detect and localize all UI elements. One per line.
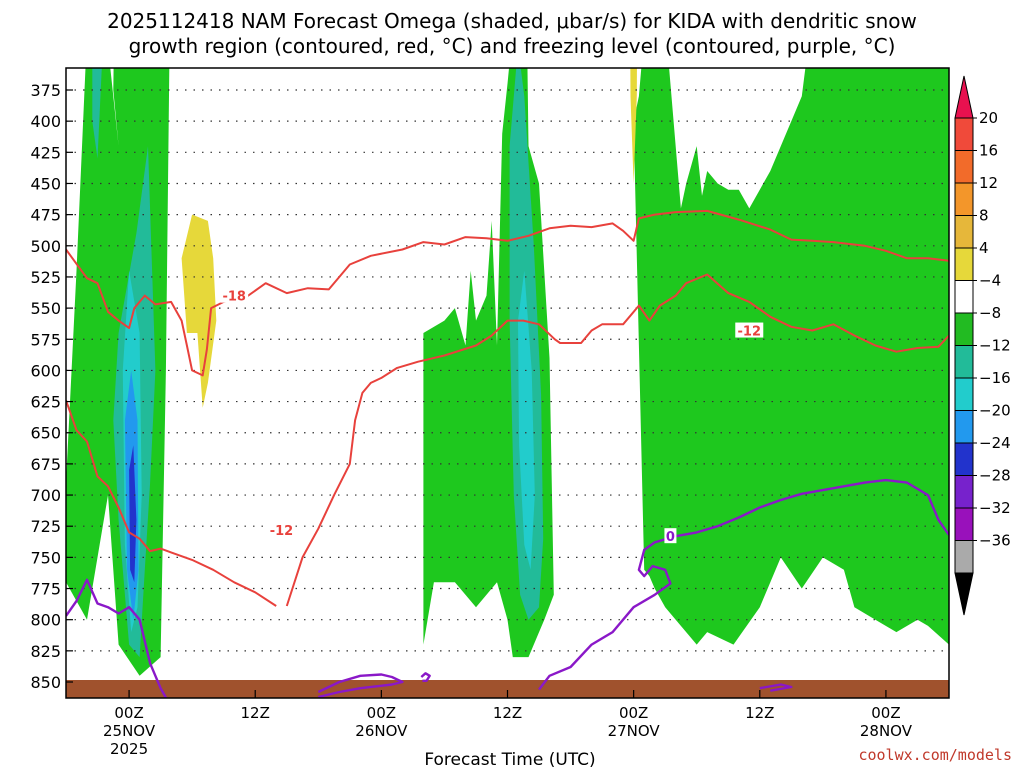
- colorbar-bottom-arrow: [954, 572, 974, 616]
- colorbar-label: −8: [979, 304, 1001, 322]
- purple-contour-0: [66, 578, 168, 698]
- colorbar-label: 12: [979, 174, 998, 192]
- red-contour-label-0: -18: [222, 290, 246, 305]
- chart-title-line-2: growth region (contoured, red, °C) and f…: [129, 34, 896, 58]
- purple-contour-label-3: 0: [666, 530, 675, 545]
- red-label-bg-2: [735, 322, 764, 338]
- omega-region-12: [630, 68, 637, 184]
- colorbar: 20 16 12 8 4 −4 −8 −12 −16 −20 −24 −28 −32 −36: [954, 75, 1011, 616]
- x-tick-label: 2025: [110, 740, 148, 758]
- y-tick-label: 825: [30, 642, 61, 661]
- colorbar-box-5: [954, 280, 974, 314]
- x-tick-label: 00Z: [367, 704, 396, 722]
- x-tick-label: 00Z: [619, 704, 648, 722]
- y-tick-label: 575: [30, 330, 61, 349]
- red-contour-1: [66, 399, 277, 607]
- colorbar-box-7: [954, 345, 974, 379]
- y-tick-label: 450: [30, 174, 61, 193]
- red-contour-label-2: -12: [738, 325, 762, 340]
- colorbar-label: 8: [979, 207, 989, 225]
- red-label-bg-0: [220, 287, 249, 303]
- x-axis-title: Forecast Time (UTC): [424, 750, 595, 768]
- colorbar-label: 16: [979, 142, 998, 160]
- colorbar-label: −24: [979, 434, 1011, 452]
- x-tick-label: 26NOV: [355, 722, 408, 740]
- purple-label-bg-3: [664, 528, 677, 544]
- x-tick-label: 28NOV: [860, 722, 913, 740]
- colorbar-box-11: [954, 475, 974, 509]
- red-contour-label-1: -12: [270, 524, 294, 539]
- colorbar-box-6: [954, 312, 974, 346]
- colorbar-box-12: [954, 507, 974, 541]
- omega-region-11: [181, 214, 217, 408]
- y-tick-label: 550: [30, 299, 61, 318]
- x-tick-label: 00Z: [871, 704, 900, 722]
- y-tick-label: 650: [30, 424, 61, 443]
- colorbar-box-8: [954, 377, 974, 411]
- colorbar-top-arrow: [954, 75, 974, 119]
- y-tick-label: 725: [30, 517, 61, 536]
- x-tick-label: 00Z: [114, 704, 143, 722]
- omega-region-10: [129, 445, 137, 583]
- y-tick-label: 600: [30, 361, 61, 380]
- omega-region-4: [92, 68, 102, 159]
- colorbar-label: 4: [979, 239, 989, 257]
- x-tick-label: 25NOV: [103, 722, 156, 740]
- y-tick-label: 675: [30, 455, 61, 474]
- colorbar-label: −28: [979, 467, 1011, 485]
- colorbar-box-1: [954, 150, 974, 184]
- terrain-ground: [66, 680, 949, 698]
- y-tick-label: 375: [30, 81, 61, 100]
- colorbar-label: −4: [979, 272, 1001, 290]
- colorbar-label: −16: [979, 369, 1011, 387]
- colorbar-box-2: [954, 182, 974, 216]
- x-tick-label: 12Z: [241, 704, 270, 722]
- y-tick-label: 700: [30, 486, 61, 505]
- colorbar-label: −12: [979, 337, 1011, 355]
- colorbar-box-3: [954, 215, 974, 249]
- colorbar-box-9: [954, 410, 974, 444]
- colorbar-box-10: [954, 442, 974, 476]
- chart-title-line-1: 2025112418 NAM Forecast Omega (shaded, μ…: [107, 9, 917, 33]
- y-tick-label: 475: [30, 206, 61, 225]
- x-tick-label: 12Z: [493, 704, 522, 722]
- colorbar-label: 20: [979, 109, 998, 127]
- y-tick-label: 500: [30, 237, 61, 256]
- red-contour-2: [285, 273, 949, 607]
- colorbar-box-4: [954, 247, 974, 281]
- credit-link[interactable]: coolwx.com/models: [858, 746, 1012, 764]
- y-tick-label: 775: [30, 580, 61, 599]
- red-label-bg-1: [267, 521, 296, 537]
- colorbar-label: −36: [979, 532, 1011, 550]
- y-tick-label: 750: [30, 548, 61, 567]
- purple-contour-4: [759, 683, 793, 692]
- colorbar-label: −32: [979, 499, 1011, 517]
- colorbar-box-0: [954, 117, 974, 151]
- colorbar-box-13: [954, 540, 974, 574]
- y-tick-label: 850: [30, 673, 61, 692]
- omega-region-7: [518, 270, 535, 570]
- y-axis: 375 400 425 450 475 500 525 550 575 600 625 650 675 7…: [30, 81, 73, 692]
- y-tick-label: 400: [30, 112, 61, 131]
- x-tick-label: 12Z: [745, 704, 774, 722]
- contour-layer: -18 -12 -12 0: [66, 209, 949, 698]
- y-tick-label: 625: [30, 393, 61, 412]
- red-contour-0: [66, 209, 949, 377]
- x-tick-label: 27NOV: [608, 722, 661, 740]
- colorbar-label: −20: [979, 402, 1011, 420]
- y-tick-label: 525: [30, 268, 61, 287]
- y-tick-label: 800: [30, 611, 61, 630]
- purple-contour-2: [420, 672, 431, 682]
- y-tick-label: 425: [30, 143, 61, 162]
- purple-contour-1: [317, 673, 404, 698]
